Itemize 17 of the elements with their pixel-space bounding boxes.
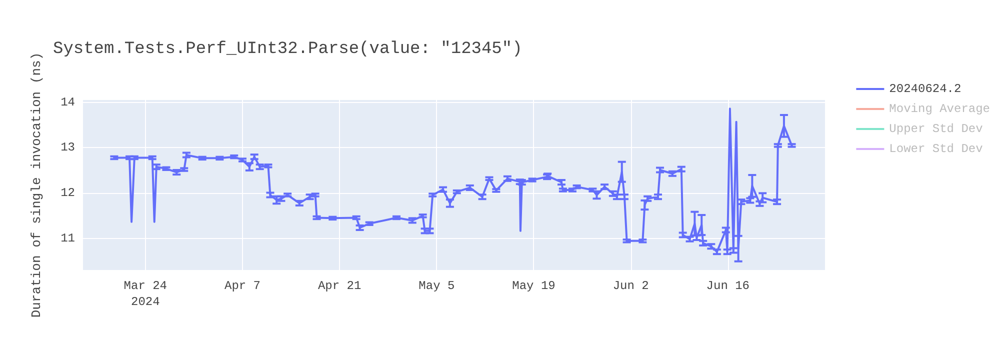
- legend-label: 20240624.2: [889, 82, 962, 96]
- y-tick-label: 12: [60, 186, 75, 200]
- legend-label: Lower Std Dev: [889, 142, 983, 156]
- x-tick-label: Apr 7: [224, 279, 261, 293]
- chart-title: System.Tests.Perf_UInt32.Parse(value: "12345"): [53, 40, 522, 59]
- y-axis-title: Duration of single invocation (ns): [29, 52, 44, 318]
- y-tick-label: 11: [60, 232, 75, 246]
- x-tick-label: Mar 24 2024: [124, 279, 168, 309]
- y-tick-label: 13: [60, 140, 75, 155]
- legend-label: Moving Average: [889, 102, 990, 116]
- y-tick-label: 14: [60, 95, 75, 110]
- x-tick-label: Apr 21: [318, 279, 362, 293]
- legend-label: Upper Std Dev: [889, 122, 983, 136]
- x-tick-label: Jun 2: [612, 279, 649, 293]
- x-tick-label: May 19: [512, 279, 556, 293]
- x-tick-label: May 5: [418, 279, 455, 293]
- x-tick-label: Jun 16: [706, 279, 750, 293]
